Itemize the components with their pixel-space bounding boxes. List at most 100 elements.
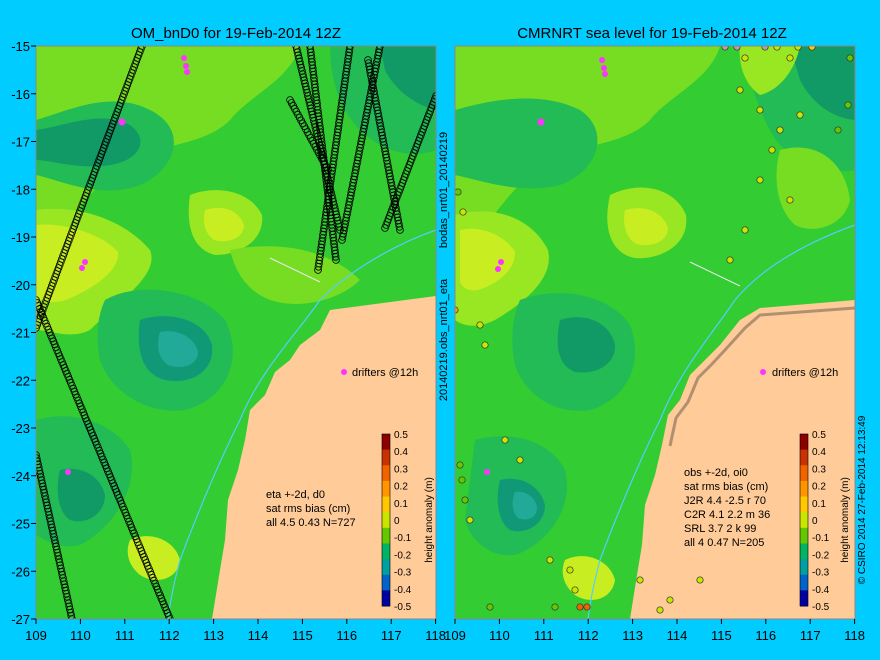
lon-tick-label: 113 — [622, 628, 643, 643]
obs-marker — [546, 556, 554, 564]
right-stats-line: SRL 3.7 2 k 99 — [684, 523, 756, 535]
colorbar-tick-label: 0.3 — [812, 464, 826, 475]
obs-marker — [636, 576, 644, 584]
left-colorbar-swatches — [381, 433, 391, 607]
obs-marker — [466, 516, 474, 524]
left-stats-block: eta +-2d, d0 sat rms bias (cm) all 4.5 0… — [266, 489, 356, 529]
right-map-frame — [454, 45, 856, 620]
obs-marker — [476, 321, 484, 329]
lon-tick-label: 116 — [336, 628, 357, 643]
obs-marker — [486, 603, 494, 611]
run-id-label: bodas_nrt01_20140219 — [438, 132, 450, 248]
left-bathymetry-line — [167, 229, 436, 619]
colorbar-tick-label: 0.2 — [812, 482, 826, 493]
obs-marker — [501, 436, 509, 444]
lat-tick-label: -25 — [11, 517, 30, 532]
colorbar-swatch — [382, 512, 390, 529]
left-colorbar-ticks: 0.5 0.4 0.3 0.2 0.1 0 -0.1 -0.2 -0.3 -0.4 -0.5 — [394, 430, 412, 613]
colorbar-tick-label: -0.3 — [812, 568, 830, 579]
right-section-line — [689, 261, 741, 287]
colorbar-tick-label: 0.1 — [394, 499, 408, 510]
left-section-line — [269, 257, 321, 283]
colorbar-swatch — [382, 590, 390, 607]
lon-tick-label: 113 — [203, 628, 224, 643]
lat-tick-label: -21 — [11, 326, 30, 341]
obs-marker — [455, 188, 462, 196]
right-colorbar-label: height anomaly (m) — [840, 477, 851, 563]
obs-marker — [808, 46, 816, 51]
track-obs-marker — [314, 266, 322, 274]
obs-marker — [756, 106, 764, 114]
colorbar-swatch — [382, 449, 390, 466]
obs-marker — [786, 54, 794, 62]
colorbar-swatch — [382, 527, 390, 544]
colorbar-tick-label: 0.5 — [812, 430, 826, 441]
track-obs-marker — [36, 321, 41, 329]
left-stats-line: eta +-2d, d0 — [266, 489, 325, 501]
obs-marker — [458, 476, 466, 484]
colorbar-tick-label: 0.4 — [394, 447, 408, 458]
right-colorbar: 0.5 0.4 0.3 0.2 0.1 0 -0.1 -0.2 -0.3 -0.4 -0.5 hei… — [799, 430, 851, 613]
lon-tick-label: 112 — [159, 628, 180, 643]
right-coastal-shelf — [668, 306, 855, 447]
obs-marker — [768, 146, 776, 154]
obs-marker — [571, 586, 579, 594]
lat-tick-label: -15 — [11, 39, 30, 54]
colorbar-tick-label: 0 — [394, 516, 400, 527]
obs-marker — [773, 46, 781, 51]
colorbar-swatch — [382, 559, 390, 576]
obs-marker — [741, 54, 749, 62]
right-stats-line: C2R 4.1 2.2 m 36 — [684, 509, 770, 521]
right-map-panel: CMRNRT sea level for 19-Feb-2014 12Z dri… — [444, 25, 868, 643]
track-obs-marker — [314, 262, 323, 271]
obs-marker — [796, 111, 804, 119]
colorbar-tick-label: 0.5 — [394, 430, 408, 441]
lat-tick-label: -20 — [11, 278, 30, 293]
lon-tick-label: 111 — [115, 628, 135, 643]
obs-marker — [576, 603, 584, 611]
lon-tick-label: 115 — [292, 628, 313, 643]
obs-marker — [786, 196, 794, 204]
lon-tick-label: 110 — [489, 628, 510, 643]
colorbar-tick-label: 0.3 — [394, 464, 408, 475]
colorbar-tick-label: -0.4 — [812, 585, 830, 596]
obs-marker — [736, 86, 744, 94]
obs-marker — [481, 341, 489, 349]
right-stats-line: all 4 0.47 N=205 — [684, 537, 764, 549]
obs-marker — [726, 256, 734, 264]
colorbar-swatch — [800, 527, 808, 544]
obs-marker — [583, 603, 591, 611]
left-anomaly-contours — [36, 46, 436, 580]
colorbar-frame — [381, 433, 391, 607]
right-colorbar-ticks: 0.5 0.4 0.3 0.2 0.1 0 -0.1 -0.2 -0.3 -0.4 -0.5 — [812, 430, 830, 613]
obs-marker — [733, 46, 741, 51]
colorbar-swatch — [800, 512, 808, 529]
right-stats-line: obs +-2d, oi0 — [684, 467, 748, 479]
lat-tick-label: -26 — [11, 564, 30, 579]
colorbar-tick-label: -0.1 — [812, 533, 830, 544]
left-stats-line: sat rms bias (cm) — [266, 503, 350, 515]
lat-tick-label: -27 — [11, 612, 30, 627]
obs-marker — [741, 226, 749, 234]
track-obs-marker — [395, 223, 404, 231]
lon-tick-label: 109 — [25, 628, 47, 643]
colorbar-tick-label: -0.5 — [394, 602, 412, 613]
obs-marker — [566, 566, 574, 574]
right-panel-title: CMRNRT sea level for 19-Feb-2014 12Z — [517, 25, 787, 42]
colorbar-swatch — [382, 543, 390, 560]
right-drifter-markers — [484, 57, 766, 475]
right-bathymetry-line — [587, 224, 855, 619]
obs-marker — [721, 46, 729, 51]
left-satellite-tracks — [36, 46, 436, 619]
lon-tick-label: 114 — [667, 628, 688, 643]
track-obs-marker — [332, 256, 340, 264]
colorbar-swatch — [800, 543, 808, 560]
colorbar-tick-label: 0.1 — [812, 499, 826, 510]
track-obs-marker — [338, 236, 346, 244]
colorbar-swatch — [382, 465, 390, 482]
left-drifters-label: drifters @12h — [352, 367, 418, 379]
right-drifters-label: drifters @12h — [772, 367, 838, 379]
right-observation-markers — [455, 46, 854, 614]
colorbar-swatch — [382, 496, 390, 513]
obs-marker — [666, 596, 674, 604]
